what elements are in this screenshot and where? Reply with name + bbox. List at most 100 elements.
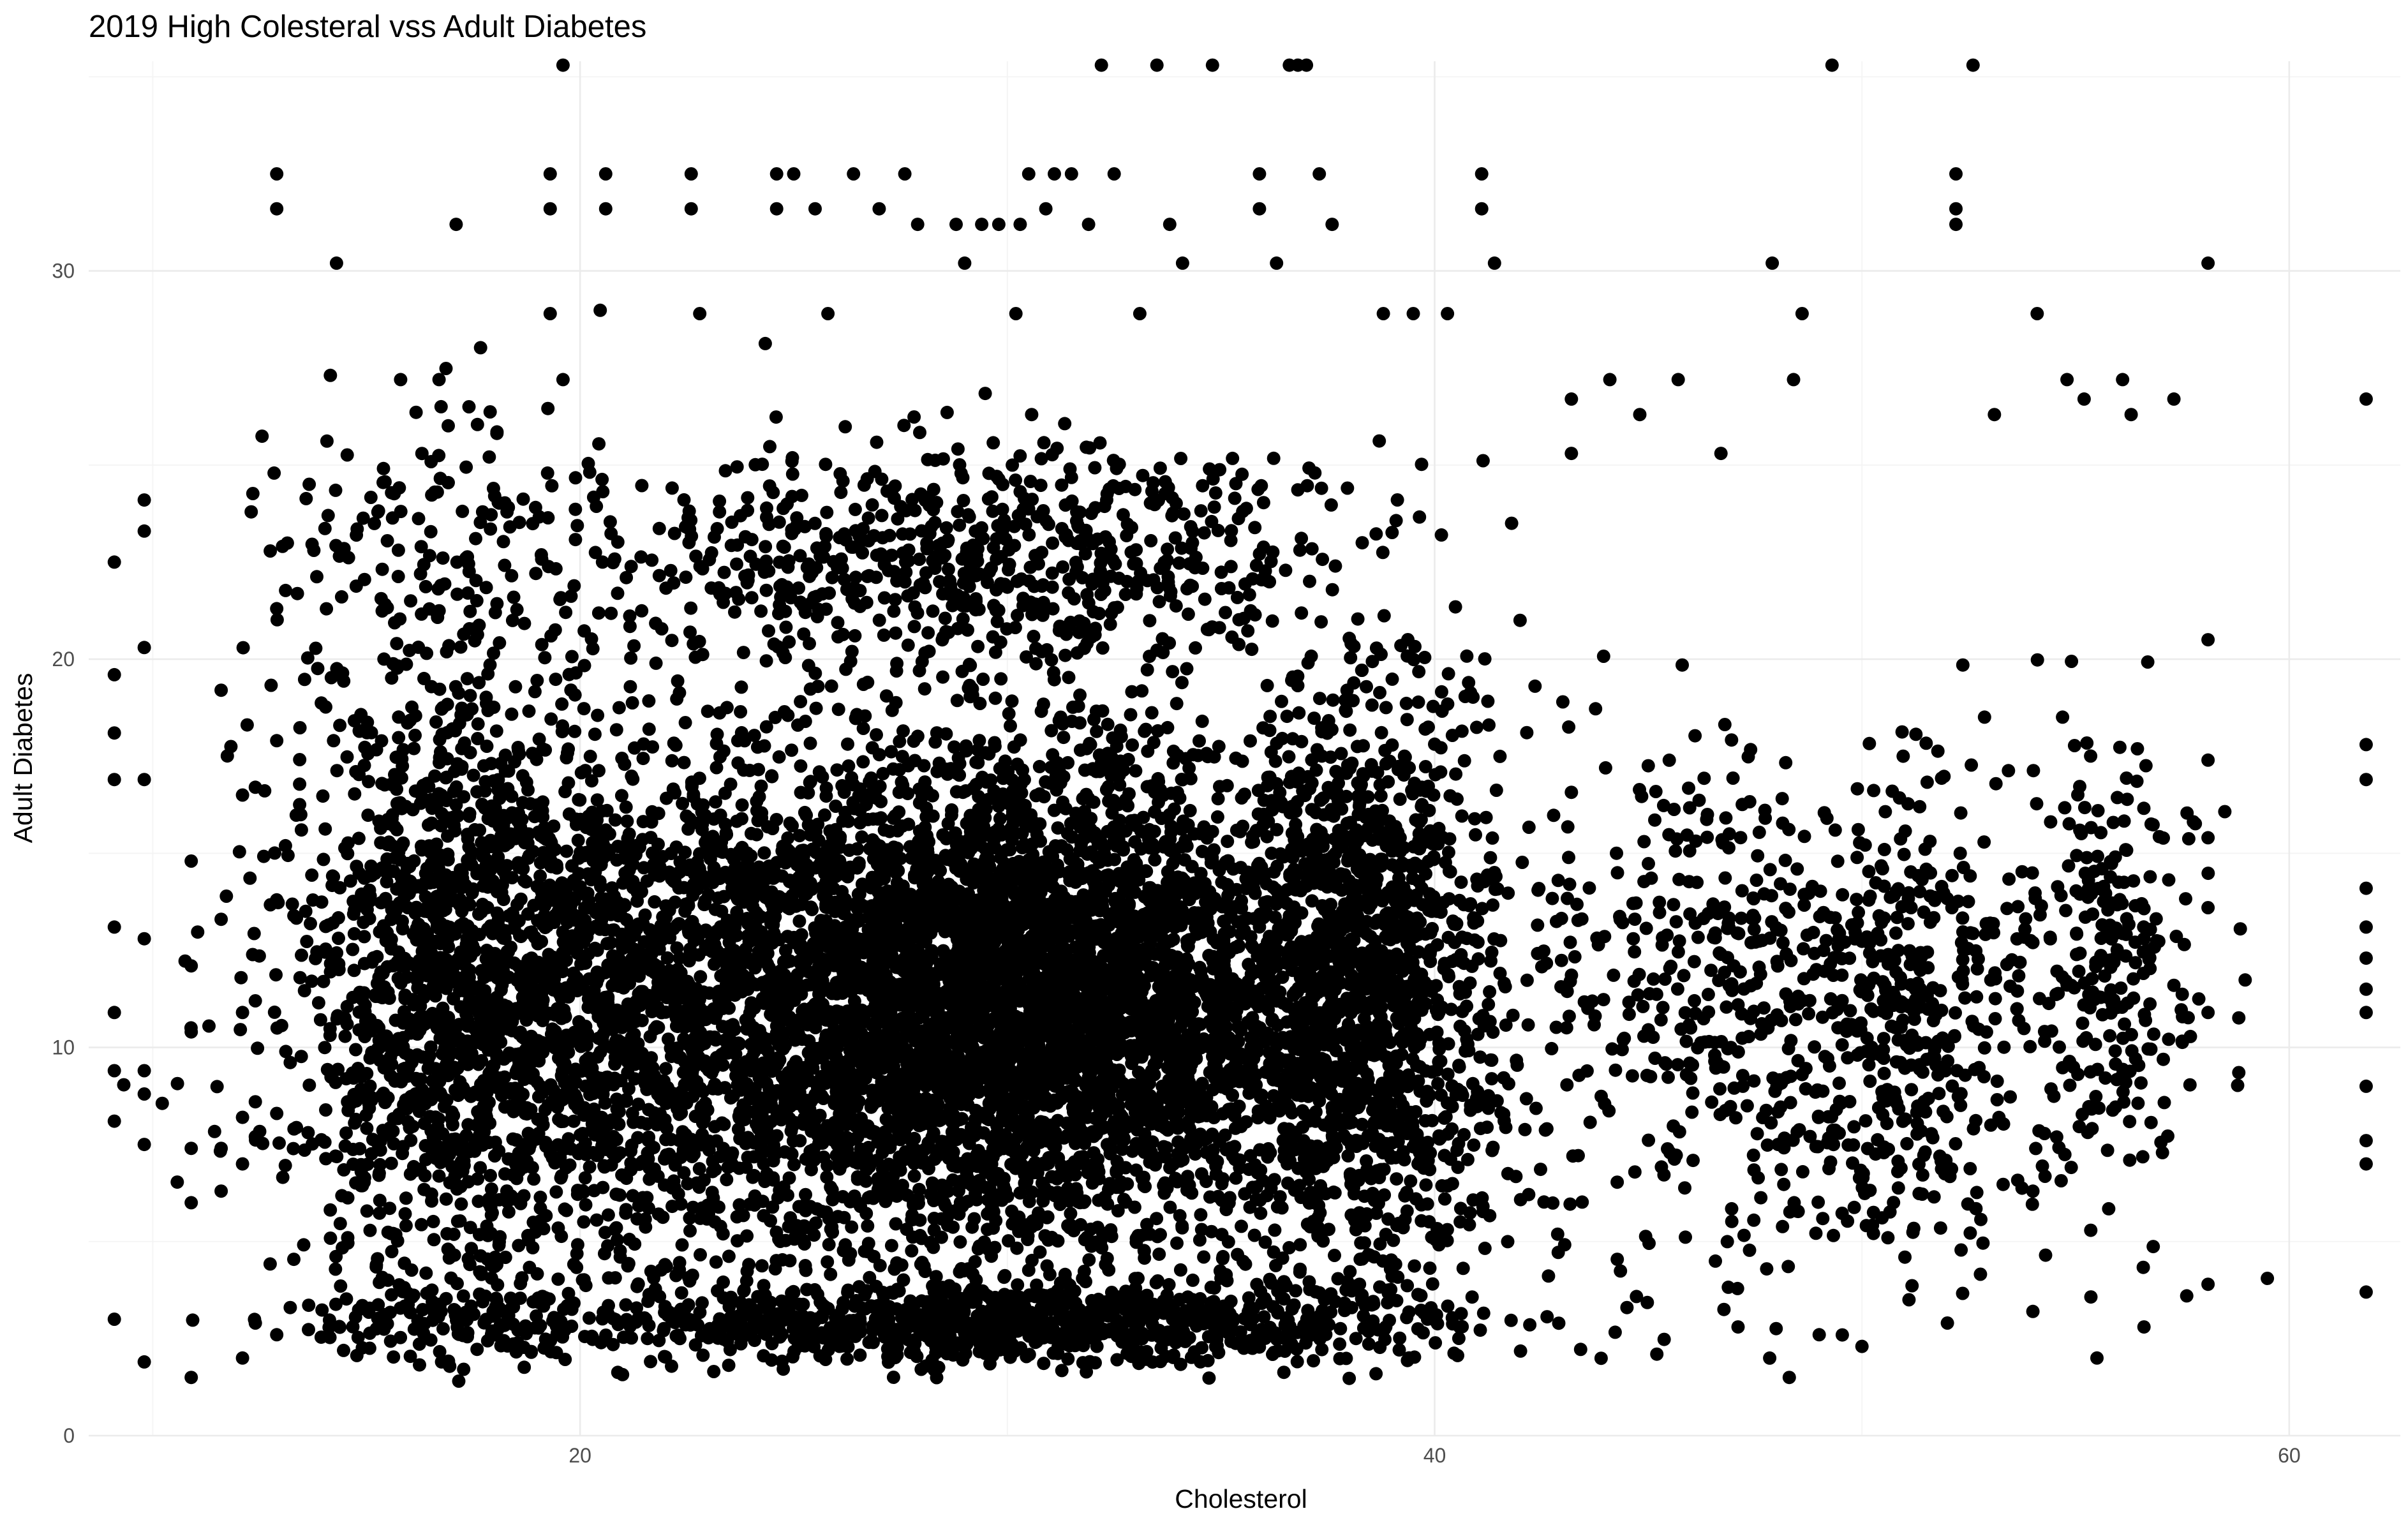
data-point [940,1218,955,1232]
data-point [1125,685,1139,699]
data-point [2359,773,2373,787]
data-point [829,867,843,881]
data-point [1252,167,1267,181]
data-point [720,1173,734,1187]
data-point [1505,516,1519,530]
data-point [1062,671,1076,685]
data-point [984,773,998,787]
data-point [793,1134,807,1148]
data-point [1475,167,1489,181]
data-point [809,701,823,715]
data-point [1256,1173,1270,1187]
data-point [1200,1090,1214,1105]
data-point [270,167,284,181]
data-point [995,1034,1009,1048]
data-point [1039,775,1053,789]
data-point [1478,1241,1492,1255]
data-point [591,708,605,722]
data-point [1083,738,1097,752]
data-point [805,1163,818,1177]
data-point [1143,1155,1157,1169]
data-point [926,1177,940,1191]
data-point [248,994,262,1008]
data-point [1149,1040,1163,1054]
data-point [1064,167,1078,181]
data-point [1051,1113,1065,1127]
data-point [214,912,228,926]
data-point [1046,849,1060,863]
data-point [1163,1200,1177,1214]
data-point [2060,373,2074,387]
data-point [1178,833,1193,847]
data-point [1113,778,1127,792]
data-point [1194,1167,1208,1181]
data-point [1095,1073,1109,1087]
data-point [990,1190,1004,1204]
data-point [1022,988,1036,1002]
data-point [235,1006,249,1020]
data-point [958,256,972,270]
data-point [1126,738,1140,752]
data-point [107,1114,121,1128]
data-point [1312,167,1327,181]
data-point [1134,1068,1148,1082]
data-point [1219,1203,1233,1217]
data-point [1113,1180,1127,1194]
data-point [1293,1238,1307,1252]
data-point [1482,997,1496,1011]
data-point [1376,307,1390,320]
data-point [107,1064,121,1078]
data-point [838,920,852,934]
data-point [992,218,1006,232]
data-point [1239,1115,1253,1129]
data-point [1014,1101,1029,1115]
data-point [1671,373,1685,387]
data-point [1057,1008,1071,1022]
data-point [1166,932,1180,946]
data-point [1145,706,1159,720]
data-point [734,680,748,694]
data-point [2201,901,2215,914]
data-point [803,775,817,789]
data-point [847,167,861,181]
data-point [879,1112,893,1126]
data-point [808,666,822,680]
data-point [1113,723,1127,737]
data-point [902,817,916,831]
data-point [1106,1097,1120,1112]
data-point [1257,793,1271,807]
data-point [821,307,835,320]
data-point [1325,218,1339,232]
data-point [677,755,691,770]
data-point [1071,858,1085,871]
data-point [1267,1173,1281,1187]
data-point [184,854,198,868]
data-point [1181,1139,1194,1153]
data-point [1147,1068,1161,1082]
data-point [235,1351,249,1365]
data-point [754,910,768,924]
data-point [899,983,912,997]
data-point [1406,307,1420,320]
data-point [1173,1154,1187,1168]
data-point [1162,1083,1176,1097]
data-point [709,795,722,809]
data-point [930,1096,944,1110]
data-point [1094,58,1108,72]
data-point [787,167,801,181]
data-point [684,202,698,216]
data-point [1216,1172,1230,1186]
data-point [137,641,151,655]
data-point [835,778,849,792]
data-point [1137,825,1151,839]
data-point [939,831,953,845]
data-point [1078,831,1092,845]
data-point [694,970,708,984]
data-point [598,167,613,181]
data-point [1269,1258,1282,1272]
data-point [270,1106,284,1120]
data-point [1949,202,1963,216]
data-point [1160,1181,1174,1195]
data-point [957,1025,971,1039]
data-point [1027,629,1041,643]
